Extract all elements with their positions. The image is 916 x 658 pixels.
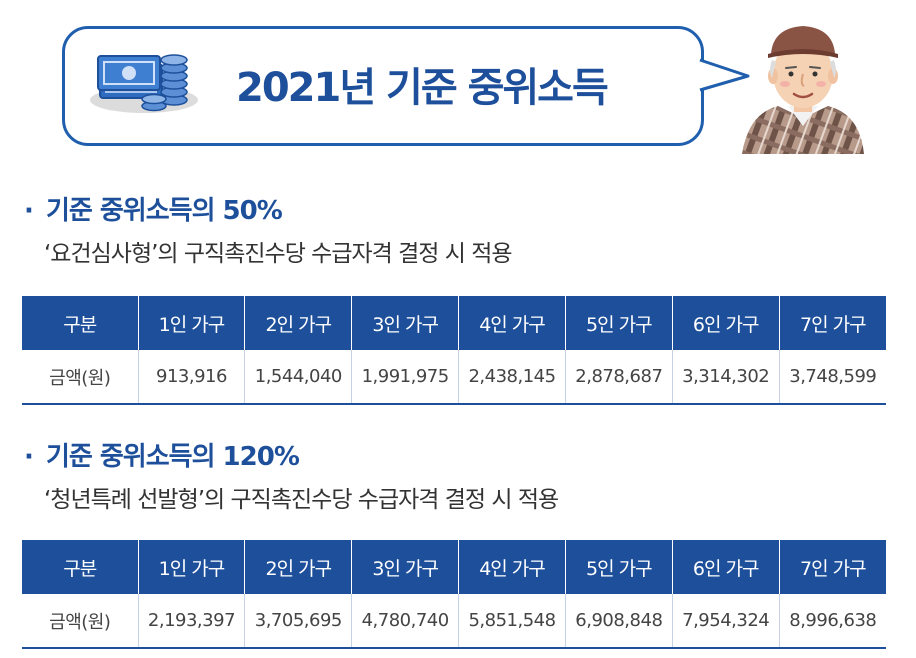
header-household-2: 2인 가구 (244, 540, 352, 594)
section-desc-120: ‘청년특례 선발형’의 구직촉진수당 수급자격 결정 시 적용 (44, 487, 559, 513)
header-household-6: 6인 가구 (671, 540, 780, 594)
bullet-icon: · (24, 442, 34, 472)
table-row: 금액(원) 913,916 1,544,040 1,991,975 2,438,… (22, 350, 886, 405)
value-household-1: 913,916 (137, 350, 245, 405)
header-household-7: 7인 가구 (778, 540, 886, 594)
section-title-50: · 기준 중위소득의 50% (24, 194, 283, 228)
header-household-7: 7인 가구 (778, 296, 886, 350)
section-title-text: 기준 중위소득의 120% (46, 442, 300, 472)
header-household-2: 2인 가구 (244, 296, 352, 350)
table-row: 금액(원) 2,193,397 3,705,695 4,780,740 5,85… (22, 594, 886, 649)
section-title-120: · 기준 중위소득의 120% (24, 440, 300, 474)
section-desc-50: ‘요건심사형’의 구직촉진수당 수급자격 결정 시 적용 (44, 241, 513, 267)
value-household-7: 3,748,599 (778, 350, 886, 405)
header-household-1: 1인 가구 (137, 540, 245, 594)
header-category: 구분 (22, 540, 139, 594)
table-header-row: 구분 1인 가구 2인 가구 3인 가구 4인 가구 5인 가구 6인 가구 7… (22, 296, 886, 350)
section-title-text: 기준 중위소득의 50% (46, 196, 283, 226)
value-household-5: 2,878,687 (564, 350, 673, 405)
header-household-6: 6인 가구 (671, 296, 780, 350)
header-household-5: 5인 가구 (564, 540, 673, 594)
header-household-1: 1인 가구 (137, 296, 245, 350)
header-household-3: 3인 가구 (351, 296, 459, 350)
header-household-4: 4인 가구 (458, 296, 566, 350)
header-household-5: 5인 가구 (564, 296, 673, 350)
income-table-120: 구분 1인 가구 2인 가구 3인 가구 4인 가구 5인 가구 6인 가구 7… (22, 540, 886, 649)
value-household-1: 2,193,397 (137, 594, 245, 649)
bullet-icon: · (24, 196, 34, 226)
row-label: 금액(원) (22, 594, 139, 649)
elderly-man-avatar (742, 26, 864, 154)
value-household-2: 3,705,695 (244, 594, 352, 649)
page-title: 2021년 기준 중위소득 (236, 65, 609, 111)
row-label: 금액(원) (22, 350, 139, 405)
value-household-3: 1,991,975 (351, 350, 459, 405)
speech-bubble-tail (698, 58, 750, 92)
money-coins-icon (90, 54, 198, 113)
value-household-7: 8,996,638 (778, 594, 886, 649)
value-household-4: 5,851,548 (458, 594, 566, 649)
value-household-3: 4,780,740 (351, 594, 459, 649)
table-header-row: 구분 1인 가구 2인 가구 3인 가구 4인 가구 5인 가구 6인 가구 7… (22, 540, 886, 594)
value-household-4: 2,438,145 (458, 350, 566, 405)
value-household-6: 7,954,324 (671, 594, 780, 649)
value-household-6: 3,314,302 (671, 350, 780, 405)
header-category: 구분 (22, 296, 139, 350)
header-household-3: 3인 가구 (351, 540, 459, 594)
header-household-4: 4인 가구 (458, 540, 566, 594)
value-household-2: 1,544,040 (244, 350, 352, 405)
value-household-5: 6,908,848 (564, 594, 673, 649)
income-table-50: 구분 1인 가구 2인 가구 3인 가구 4인 가구 5인 가구 6인 가구 7… (22, 296, 886, 405)
